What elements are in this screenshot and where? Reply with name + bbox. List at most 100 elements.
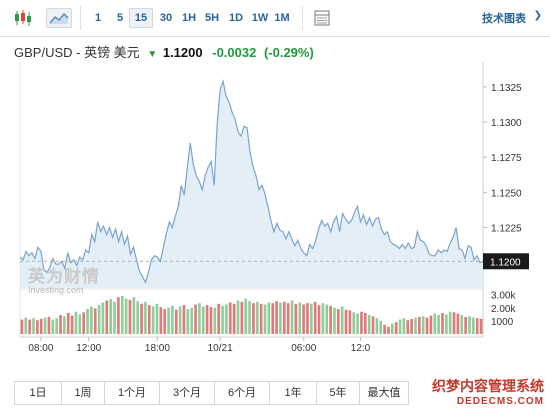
interval-tab-5[interactable]: 5	[116, 12, 124, 24]
volume-bar	[151, 306, 155, 334]
interval-tab-1d[interactable]: 1D	[228, 12, 244, 24]
volume-bar	[198, 303, 201, 334]
volume-bar	[228, 302, 232, 334]
volume-bar	[356, 313, 359, 334]
x-tick-label: 12:0	[351, 343, 371, 354]
volume-bar	[336, 309, 340, 334]
volume-bar	[367, 314, 371, 334]
volume-bar	[255, 301, 259, 334]
interval-tab-1w[interactable]: 1W	[251, 12, 269, 24]
volume-bar	[348, 310, 352, 334]
toolbar-divider	[80, 6, 81, 30]
volume-bar	[167, 307, 170, 334]
range-button-5[interactable]: 1年	[270, 382, 317, 404]
volume-bar	[90, 306, 93, 334]
volume-y-tick-label: 2.00k	[491, 304, 516, 315]
volume-bar	[321, 303, 325, 334]
area-chart-icon[interactable]	[46, 8, 72, 28]
volume-bar	[186, 309, 190, 334]
last-price-tag	[483, 253, 529, 270]
volume-bar	[124, 298, 128, 334]
volume-bar	[43, 317, 47, 334]
technical-chart-link[interactable]: 技术图表	[482, 13, 526, 25]
volume-bar	[402, 318, 406, 334]
interval-tab-15[interactable]: 15	[129, 8, 153, 28]
volume-bar	[379, 320, 383, 334]
interval-tab-5h[interactable]: 5H	[204, 12, 220, 24]
volume-bar	[201, 306, 205, 334]
volume-bar	[267, 302, 271, 334]
volume-bar	[178, 306, 182, 334]
y-tick-label: 1.1325	[491, 83, 522, 94]
volume-bar	[425, 317, 429, 334]
interval-tab-30[interactable]: 30	[159, 12, 173, 24]
range-button-1[interactable]: 1周	[62, 382, 105, 404]
instrument-name: GBP/USD - 英镑 美元	[14, 45, 140, 60]
volume-bar	[93, 308, 97, 334]
interval-tab-1[interactable]: 1	[94, 12, 102, 24]
volume-bar	[363, 313, 367, 334]
volume-bar	[36, 320, 39, 334]
investing-watermark: 英为财情 Investing.com	[28, 262, 100, 295]
volume-bar	[456, 313, 460, 334]
interval-tab-1m[interactable]: 1M	[274, 12, 290, 24]
volume-bar	[63, 316, 66, 334]
range-selector: 1日 1周 1个月 3个月 6个月 1年 5年 最大值	[14, 381, 409, 405]
volume-bar	[205, 305, 209, 334]
volume-bar	[144, 301, 147, 334]
price-change-percent: (-0.29%)	[263, 45, 314, 60]
volume-bar	[147, 305, 151, 334]
volume-bar	[375, 318, 379, 334]
volume-bar	[28, 319, 31, 334]
volume-bar	[171, 305, 174, 334]
volume-bar	[105, 300, 109, 334]
x-tick-label: 12:00	[76, 343, 101, 354]
volume-bar	[298, 302, 302, 334]
range-button-3[interactable]: 3个月	[160, 382, 215, 404]
y-tick-label: 1.1250	[491, 188, 522, 199]
volume-bar	[472, 317, 475, 334]
volume-bar	[132, 297, 136, 334]
range-button-6[interactable]: 5年	[317, 382, 360, 404]
range-button-0[interactable]: 1日	[15, 382, 62, 404]
volume-bar	[282, 301, 286, 334]
volume-bar	[479, 318, 483, 334]
volume-bar	[406, 320, 410, 334]
volume-bar	[136, 301, 140, 334]
volume-bar	[221, 305, 224, 334]
volume-bar	[101, 302, 105, 334]
volume-bar	[51, 319, 55, 334]
volume-bar	[252, 303, 255, 334]
volume-bar	[448, 311, 452, 334]
range-button-7[interactable]: 最大值	[360, 382, 408, 404]
range-button-2[interactable]: 1个月	[105, 382, 160, 404]
volume-bar	[66, 313, 70, 334]
volume-bar	[20, 319, 24, 334]
volume-bar	[309, 303, 313, 334]
volume-bar	[248, 301, 251, 334]
volume-bar	[217, 303, 221, 334]
table-view-icon[interactable]	[312, 8, 334, 28]
investing-watermark-en: Investing.com	[28, 285, 84, 295]
interval-tab-1h[interactable]: 1H	[181, 12, 197, 24]
volume-bar	[271, 303, 275, 334]
volume-bar	[155, 303, 159, 334]
toolbar-divider	[302, 6, 303, 30]
volume-bar	[371, 316, 375, 334]
volume-bar	[240, 301, 244, 334]
volume-bar	[410, 318, 413, 334]
volume-bar	[429, 315, 433, 334]
volume-bar	[302, 304, 305, 334]
price-change: -0.0032	[212, 45, 257, 60]
range-button-4[interactable]: 6个月	[215, 382, 270, 404]
volume-bar	[333, 307, 336, 334]
volume-bar	[209, 307, 213, 334]
volume-bar	[306, 303, 309, 334]
volume-bar	[244, 298, 248, 334]
candlestick-chart-icon[interactable]	[12, 8, 34, 28]
investing-watermark-cn: 英为财情	[28, 267, 100, 286]
volume-bar	[391, 323, 394, 334]
volume-bar	[120, 295, 124, 334]
volume-bar	[109, 299, 112, 334]
volume-bar	[475, 318, 479, 334]
